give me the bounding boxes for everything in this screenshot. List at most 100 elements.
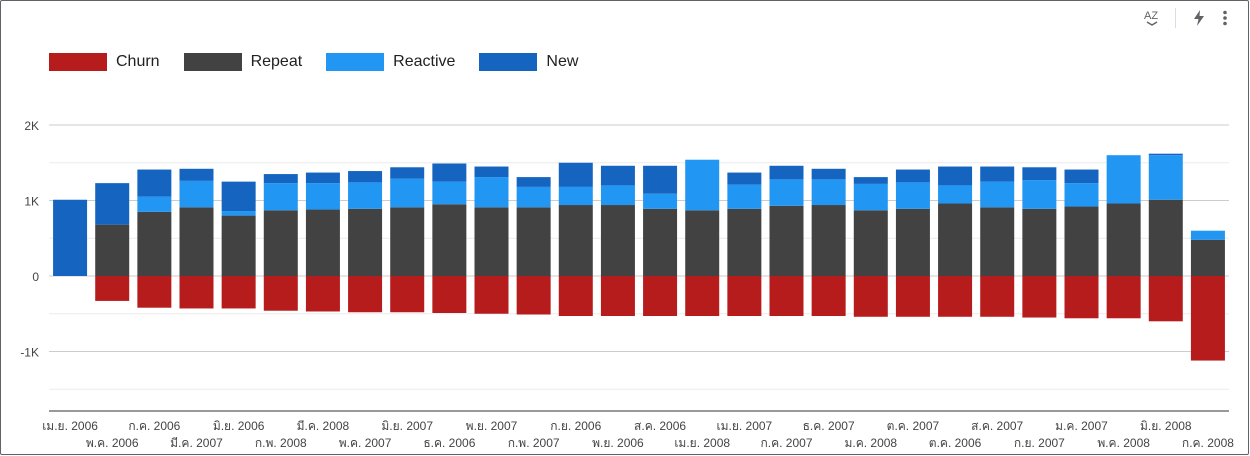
x-tick-label: ก.พ. 2008 bbox=[255, 436, 307, 450]
bar-repeat bbox=[727, 208, 762, 276]
bar-churn bbox=[179, 276, 214, 309]
bar-new bbox=[348, 171, 383, 183]
x-tick-label: พ.ค. 2008 bbox=[1097, 436, 1150, 450]
bar-reactive bbox=[1106, 155, 1141, 204]
bar-new bbox=[643, 165, 678, 194]
legend-item-churn[interactable]: Churn bbox=[49, 53, 160, 71]
bar-repeat bbox=[685, 210, 720, 276]
bar-repeat bbox=[348, 208, 383, 276]
bar-reactive bbox=[727, 184, 762, 209]
bar-new bbox=[895, 169, 930, 183]
x-tick-label: มิ.ย. 2006 bbox=[213, 419, 265, 433]
bar-reactive bbox=[1064, 183, 1099, 207]
bar-new bbox=[474, 166, 509, 178]
bar-repeat bbox=[600, 205, 635, 276]
bar-churn bbox=[1190, 276, 1225, 361]
bar-new bbox=[53, 199, 88, 276]
bar-reactive bbox=[390, 178, 425, 208]
bar-repeat bbox=[1190, 239, 1225, 276]
bar-churn bbox=[474, 276, 509, 314]
bar-reactive bbox=[769, 179, 804, 206]
bar-new bbox=[390, 167, 425, 179]
bar-churn bbox=[853, 276, 888, 317]
bar-reactive bbox=[474, 177, 509, 208]
x-tick-label: มิ.ย. 2007 bbox=[381, 419, 433, 433]
bar-reactive bbox=[263, 183, 298, 211]
legend-item-new[interactable]: New bbox=[479, 53, 578, 71]
bar-reactive bbox=[1022, 180, 1057, 209]
legend-item-repeat[interactable]: Repeat bbox=[183, 53, 303, 71]
x-tick-label: เม.ย. 2007 bbox=[716, 419, 772, 433]
bar-churn bbox=[432, 276, 467, 313]
bar-repeat bbox=[938, 203, 973, 276]
x-tick-label: พ.ค. 2007 bbox=[339, 436, 392, 450]
x-tick-label: ก.ค. 2007 bbox=[761, 436, 813, 450]
x-tick-label: ต.ค. 2006 bbox=[929, 436, 982, 450]
x-tick-label: ก.ย. 2007 bbox=[1014, 436, 1065, 450]
legend-item-reactive[interactable]: Reactive bbox=[326, 53, 455, 71]
legend-swatch-churn bbox=[49, 53, 107, 71]
bar-churn bbox=[811, 276, 846, 317]
bar-churn bbox=[1106, 276, 1141, 319]
bar-reactive bbox=[980, 181, 1015, 208]
bar-new bbox=[1064, 169, 1099, 184]
bar-repeat bbox=[179, 207, 214, 276]
bar-repeat bbox=[1106, 203, 1141, 276]
x-tick-label: ก.ค. 2008 bbox=[1182, 436, 1234, 450]
toolbar-divider bbox=[1175, 8, 1176, 28]
more-options-icon[interactable] bbox=[1212, 5, 1238, 31]
legend-label-repeat: Repeat bbox=[250, 53, 303, 70]
bar-new bbox=[1022, 167, 1057, 181]
bar-new bbox=[221, 181, 256, 212]
bar-reactive bbox=[558, 186, 593, 206]
bar-new bbox=[853, 177, 888, 184]
sort-az-icon[interactable]: AZ bbox=[1139, 5, 1165, 31]
bar-repeat bbox=[221, 215, 256, 276]
x-tick-label: ธ.ค. 2006 bbox=[423, 436, 475, 450]
bar-new bbox=[1148, 153, 1183, 156]
bar-repeat bbox=[980, 207, 1015, 276]
bar-reactive bbox=[179, 180, 214, 208]
bar-churn bbox=[1148, 276, 1183, 322]
bar-repeat bbox=[558, 205, 593, 276]
legend-swatch-reactive bbox=[326, 53, 385, 71]
bar-reactive bbox=[221, 211, 256, 216]
bar-churn bbox=[1064, 276, 1099, 319]
bar-repeat bbox=[769, 205, 804, 276]
bar-churn bbox=[938, 276, 973, 317]
bar-reactive bbox=[685, 159, 720, 211]
bar-reactive bbox=[516, 186, 551, 208]
bar-new bbox=[811, 168, 846, 180]
x-tick-label: ส.ค. 2007 bbox=[971, 419, 1023, 433]
y-tick-label: 0 bbox=[32, 270, 39, 284]
y-tick-label: 1K bbox=[24, 195, 39, 209]
legend-label-new: New bbox=[546, 53, 579, 70]
bar-churn bbox=[348, 276, 383, 313]
bar-new bbox=[516, 177, 551, 187]
bar-churn bbox=[1022, 276, 1057, 318]
x-tick-label: ก.ค. 2006 bbox=[128, 419, 180, 433]
bar-reactive bbox=[432, 181, 467, 205]
x-tick-label: พ.ค. 2006 bbox=[86, 436, 139, 450]
y-tick-label: 2K bbox=[24, 119, 39, 133]
chart-toolbar: AZ bbox=[1139, 5, 1238, 31]
bar-repeat bbox=[263, 210, 298, 276]
x-tick-label: พ.ย. 2006 bbox=[592, 436, 644, 450]
bar-reactive bbox=[853, 183, 888, 211]
x-tick-label: ธ.ค. 2007 bbox=[803, 419, 855, 433]
bar-churn bbox=[516, 276, 551, 315]
x-tick-label: ส.ค. 2006 bbox=[634, 419, 686, 433]
bar-churn bbox=[643, 276, 678, 317]
bar-repeat bbox=[643, 208, 678, 276]
bar-new bbox=[432, 163, 467, 182]
bar-new bbox=[95, 183, 130, 225]
lightning-icon[interactable] bbox=[1186, 5, 1212, 31]
bar-churn bbox=[305, 276, 340, 312]
bar-reactive bbox=[938, 185, 973, 204]
legend-label-reactive: Reactive bbox=[393, 53, 456, 70]
bar-churn bbox=[727, 276, 762, 317]
bar-churn bbox=[263, 276, 298, 311]
x-tick-label: ก.พ. 2007 bbox=[508, 436, 560, 450]
